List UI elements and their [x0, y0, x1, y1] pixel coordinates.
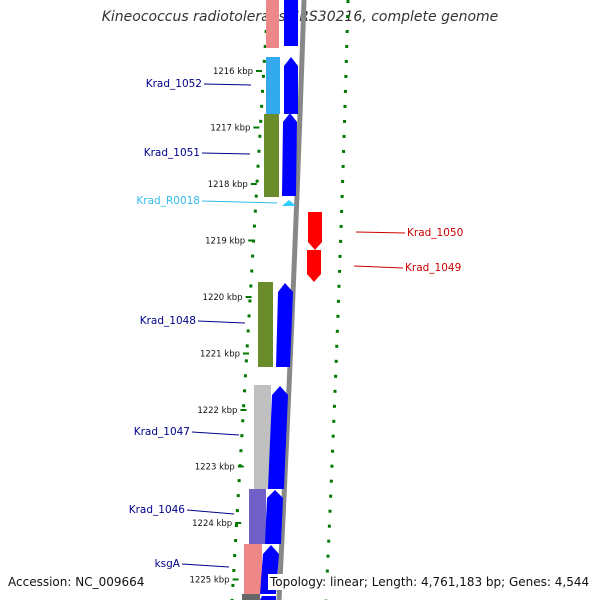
tick-label: 1218 kbp — [208, 180, 248, 190]
cds-krad-1049[interactable] — [307, 250, 321, 282]
cog-bar-previous — [266, 0, 279, 48]
right-dotted-track — [324, 0, 350, 600]
cog-bar-krad-1048[interactable] — [258, 282, 273, 367]
cog-track — [242, 0, 280, 600]
cds-krad-1051[interactable] — [282, 113, 297, 196]
gene-label[interactable]: Krad_1048 — [140, 315, 196, 327]
gene-label[interactable]: Krad_1050 — [407, 227, 463, 239]
tick-label: 1219 kbp — [205, 237, 245, 247]
tick-label: 1216 kbp — [213, 67, 253, 77]
tick-label: 1223 kbp — [195, 463, 235, 473]
cds-krad-1046[interactable] — [265, 490, 283, 544]
tick-label: 1224 kbp — [192, 519, 232, 529]
forward-features — [260, 0, 298, 600]
cog-bar-krad-1047[interactable] — [254, 385, 271, 489]
gene-leader-line — [355, 231, 406, 234]
gene-label[interactable]: ksgA — [155, 558, 181, 570]
gene-label[interactable]: Krad_1052 — [146, 78, 202, 90]
cog-bar-krad-1052[interactable] — [266, 57, 280, 114]
gene-leader-line — [197, 320, 246, 324]
gene-label[interactable]: Krad_1047 — [134, 426, 190, 438]
tick-label: 1220 kbp — [203, 293, 243, 303]
ruler-ticks: 1216 kbp 1217 kbp 1218 kbp 1219 kbp 1220 kbp… — [190, 67, 262, 586]
gene-label[interactable]: Krad_1046 — [129, 504, 186, 516]
tick-label: 1217 kbp — [210, 124, 250, 134]
rna-krad-r0018[interactable] — [282, 200, 296, 206]
cds-previous — [284, 0, 298, 46]
gene-leader-line — [186, 509, 235, 515]
gene-label[interactable]: Krad_1051 — [144, 147, 200, 159]
gene-leader-line — [203, 83, 252, 86]
cog-bar-krad-1051[interactable] — [264, 114, 279, 197]
gene-leader-line — [353, 265, 404, 269]
gene-leader-line — [201, 152, 251, 155]
dotted-tracks — [230, 0, 350, 600]
cog-bar-ksga[interactable] — [244, 544, 262, 594]
genome-backbone — [276, 0, 307, 600]
cds-krad-1050[interactable] — [308, 212, 322, 250]
gene-leader-line — [191, 431, 240, 436]
genome-summary: Topology: linear; Length: 4,761,183 bp; … — [268, 574, 592, 590]
cds-krad-1047[interactable] — [268, 386, 288, 489]
map-title: Kineococcus radiotolerans SRS30216, comp… — [101, 9, 499, 25]
tick-label: 1222 kbp — [197, 406, 237, 416]
gene-label[interactable]: Krad_1049 — [405, 262, 461, 274]
cds-krad-1052[interactable] — [284, 57, 298, 114]
cog-bar-next — [242, 594, 260, 600]
gene-label[interactable]: Krad_R0018 — [136, 195, 200, 207]
gene-labels: Krad_1052 Krad_1051 Krad_R0018 Krad_1050 Kra… — [129, 78, 464, 570]
cds-krad-1048[interactable] — [276, 283, 293, 367]
cds-next — [260, 596, 276, 600]
left-dotted-track — [230, 0, 270, 600]
cog-bar-krad-1046[interactable] — [249, 489, 266, 544]
tick-label: 1225 kbp — [190, 576, 230, 586]
gene-leader-line — [201, 200, 278, 204]
reverse-features — [307, 212, 322, 282]
gene-leader-line — [181, 563, 230, 568]
tick-label: 1221 kbp — [200, 350, 240, 360]
accession-text: Accession: NC_009664 — [6, 574, 147, 590]
